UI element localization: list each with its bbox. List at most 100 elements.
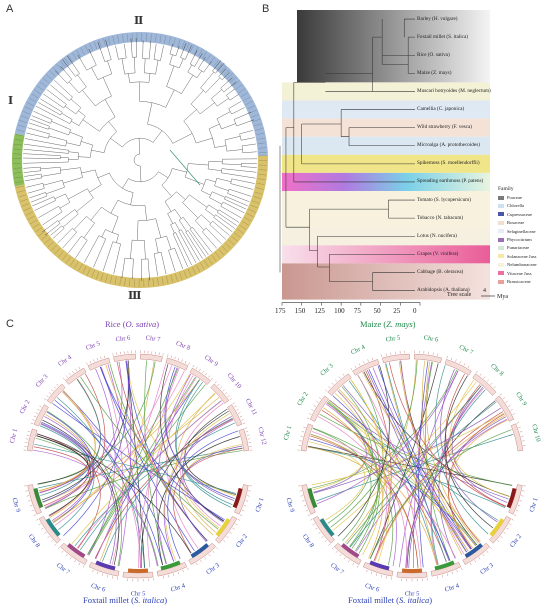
synteny-link [374,415,506,562]
family-name: Chlorella [507,203,525,209]
chromosome-segment [508,484,523,515]
synteny-link [312,369,458,489]
species-label: Microalga (A. protothecoides) [417,142,480,149]
family-swatch [498,203,504,208]
chromosome-segment [301,484,316,515]
synteny-link [126,360,236,497]
gene-density-bar [232,488,243,509]
family-swatch [498,271,504,276]
synteny-link [47,410,122,567]
synteny-link [421,360,463,556]
gene-density-bar [369,560,390,571]
species-label: Muscari botryoides (M. neglectum) [417,87,491,94]
synteny-link [105,364,214,536]
chromosome-segment [140,353,163,362]
synteny-link [445,373,506,507]
chromosome-segment [215,515,238,544]
synteny-link [321,409,447,563]
synteny-link [35,437,159,567]
synteny-link [312,428,372,541]
family-legend-item: Solanaceae Juss [498,254,536,259]
synteny-link [165,367,235,501]
gene-density-bar [401,568,423,573]
species-label: Tobacco (N. tabacum) [417,214,464,221]
synteny-link [63,360,129,536]
panel-label-c: C [6,318,14,330]
circos-left-title-name: Rice ( [105,319,126,329]
family-name: Vitaceae Juss [507,270,532,276]
synteny-link [159,364,224,522]
synteny-link [369,429,512,560]
synteny-link [388,362,506,508]
family-legend-item: Poaceae [498,195,522,200]
synteny-link [87,376,196,555]
family-legend-item: Brassicaceae [498,279,531,284]
synteny-link [62,390,175,562]
synteny-link [418,361,429,568]
synteny-link [326,402,469,552]
circos-right-title: Maize (Z. mays) [360,319,416,329]
family-legend-item: Rosaceae [498,220,524,225]
tree-scale-value: 4 [483,288,486,294]
synteny-link [118,360,132,567]
synteny-link [138,377,197,568]
axis-tick-label: 50 [373,306,381,315]
chromosome-segment [65,367,87,385]
species-label: Wild strawberry (F. vesca) [417,124,472,131]
chromosome-segment [444,359,472,376]
synteny-link [332,381,477,531]
panel-label-a: A [6,3,14,15]
gene-density-bar [341,543,360,559]
synteny-link [34,443,237,494]
chromosome-segment [227,404,243,427]
chromosome-segment [27,484,42,515]
synteny-link [42,379,200,503]
axis-tick-label: 0 [413,306,417,315]
synteny-link [444,375,494,529]
synteny-link [368,369,468,553]
synteny-link [400,360,465,555]
species-label: Rice (O. sativa) [417,51,450,58]
gene-density-bar [434,560,455,571]
chromosome-label: Chr 5 [130,590,146,598]
synteny-link [40,423,117,565]
synteny-link [36,435,91,516]
synteny-link [36,433,101,549]
circos-left-title-species: O. sativa [125,319,157,329]
synteny-link [341,386,380,549]
synteny-link [319,413,513,486]
axis-tick-label: 175 [275,306,286,315]
species-tree-b [279,10,495,306]
synteny-link [342,385,472,550]
chromosome-segment [234,484,249,515]
synteny-link [349,374,384,547]
synteny-link [377,365,472,550]
synteny-link [99,366,195,552]
synteny-link [310,434,438,566]
circos-maize-foxtail [297,350,526,582]
synteny-link [71,393,216,544]
synteny-link [349,401,497,548]
synteny-link [144,360,167,565]
synteny-link [365,370,392,561]
circos-right-title-species: Z. mays [386,319,413,329]
synteny-link [163,419,234,562]
species-label: Tomato (S. lycopersicum) [417,196,471,203]
chromosome-segment [238,428,250,452]
chromosome-segment [46,383,66,404]
family-name: Solanaceae Juss [507,253,537,259]
synteny-link [323,407,384,559]
chromosome-segment [60,542,88,565]
chromosome-segment [414,353,443,364]
synteny-link [44,416,94,521]
family-swatch [498,262,504,267]
family-swatch [498,279,504,284]
phylogenetic-tree-a [12,31,269,289]
synteny-link [172,448,243,554]
synteny-link [183,443,242,529]
synteny-link [76,400,222,549]
synteny-link [94,418,234,559]
family-legend-item: Cupressaceae [498,212,532,217]
chromosome-segment [26,428,38,452]
circos-right-bottom-title: Foxtail millet (S. italica) [348,595,432,605]
